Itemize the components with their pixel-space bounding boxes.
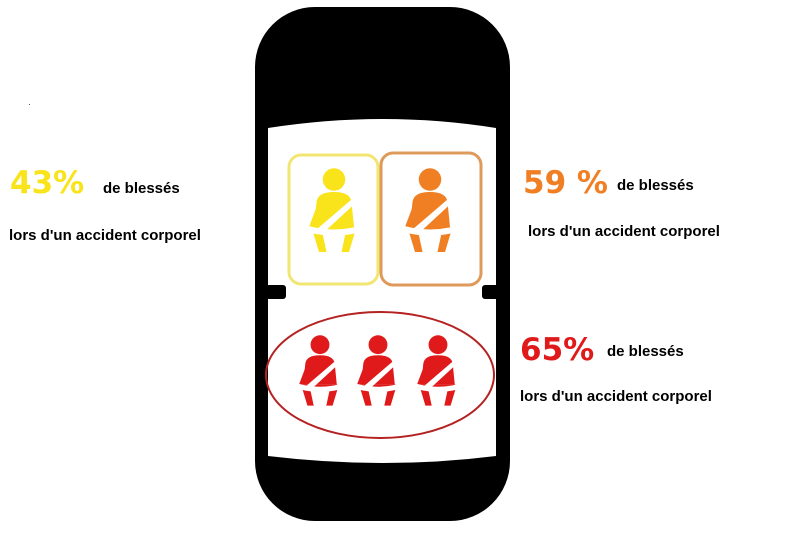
passenger-label-line1: de blessés (617, 177, 694, 194)
passenger-label-line2: lors d'un accident corporel (528, 223, 720, 240)
stray-dot (29, 104, 30, 105)
rear-percent: 65% (520, 332, 595, 368)
driver-seat-frame (287, 153, 380, 286)
driver-percent: 43% (10, 165, 85, 201)
driver-label-line1: de blessés (103, 180, 180, 197)
rear-seats-frame (265, 311, 495, 439)
rear-label-line1: de blessés (607, 343, 684, 360)
driver-label-line2: lors d'un accident corporel (9, 227, 201, 244)
passenger-seat-frame (379, 151, 483, 287)
left-mirror (266, 285, 286, 299)
rear-label-line2: lors d'un accident corporel (520, 388, 712, 405)
right-mirror (482, 285, 502, 299)
passenger-percent: 59 % (523, 165, 608, 201)
